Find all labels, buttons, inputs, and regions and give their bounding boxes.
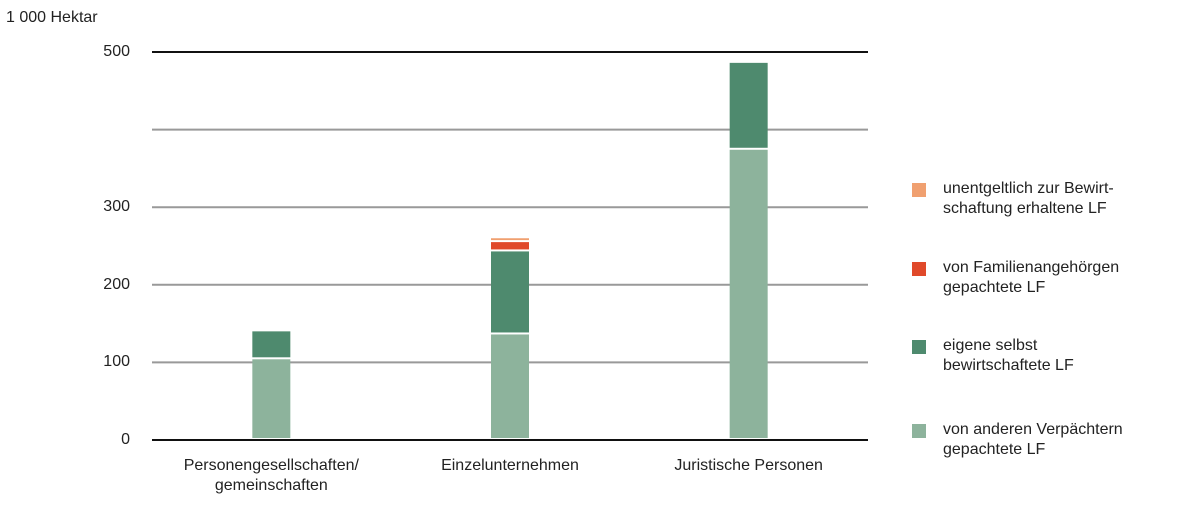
- y-tick-label: 100: [103, 353, 130, 371]
- legend-label: eigene selbst bewirtschaftete LF: [943, 337, 1074, 374]
- legend-label: von Familienangehörgen gepachtete LF: [943, 259, 1120, 296]
- legend-swatch: [912, 340, 926, 354]
- bar-segment: [729, 149, 768, 438]
- y-tick-label: 0: [121, 431, 130, 448]
- legend-label: von anderen Verpächtern gepachtete LF: [943, 421, 1123, 458]
- bar-segment: [729, 62, 768, 148]
- legend-swatch: [912, 262, 926, 276]
- y-unit-label: 1 000 Hektar: [6, 9, 98, 26]
- bar-segment: [252, 359, 291, 438]
- bar-segment: [491, 242, 529, 250]
- bar-segment: [252, 331, 291, 358]
- bar-segment: [491, 334, 529, 438]
- y-tick-label: 200: [103, 275, 130, 293]
- legend-swatch: [912, 424, 926, 438]
- legend-label: unentgeltlich zur Bewirt- schaftung erha…: [943, 180, 1114, 217]
- x-tick-label: Juristische Personen: [674, 457, 823, 474]
- legend-swatch: [912, 183, 926, 197]
- y-tick-label: 300: [103, 198, 130, 216]
- x-tick-label: Personengesellschaften/ gemeinschaften: [183, 457, 359, 494]
- bar-segment: [491, 251, 529, 333]
- bar-segment: [491, 238, 529, 241]
- y-tick-label: 500: [103, 43, 130, 60]
- x-tick-label: Einzelunternehmen: [441, 457, 579, 474]
